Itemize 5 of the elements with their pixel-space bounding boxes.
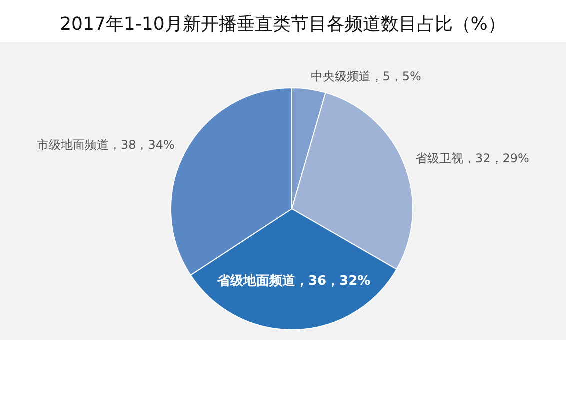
slice-label: 市级地面频道，38，34% (36, 138, 175, 152)
slice-label: 省级卫视，32，29% (416, 152, 530, 166)
chart-title: 2017年1-10月新开播垂直类节目各频道数目占比（%） (60, 14, 506, 35)
slice-label: 中央级频道，5，5% (310, 70, 422, 84)
slice-label: 省级地面频道，36，32% (216, 274, 371, 290)
